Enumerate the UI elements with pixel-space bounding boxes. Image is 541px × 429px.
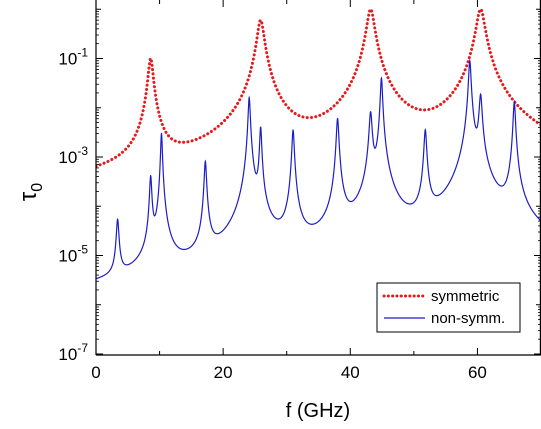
y-tick-label: 10-7	[58, 341, 88, 364]
x-tick-label: 60	[468, 363, 487, 382]
legend-label-symmetric: symmetric	[431, 288, 500, 305]
tick-labels: 0 20 40 60 10-7 10-5 10-3 10-1	[58, 46, 486, 383]
axes	[95, 0, 541, 356]
x-axis-label: f (GHz)	[286, 400, 350, 422]
x-tick-label: 0	[91, 363, 100, 382]
series-line-symmetric	[96, 7, 541, 168]
y-tick-label: 10-5	[58, 243, 88, 266]
series-layer	[96, 7, 541, 280]
x-tick-label: 20	[214, 363, 233, 382]
series-line-non-symm	[96, 58, 541, 280]
y-axis-label-subscript: 0	[29, 183, 46, 192]
y-tick-label: 10-3	[58, 144, 88, 167]
y-axis-label: τ0	[15, 183, 46, 201]
legend-label-non-symm: non-symm.	[431, 310, 505, 327]
y-tick-label: 10-1	[58, 46, 88, 69]
legend-box	[376, 282, 521, 333]
x-tick-label: 40	[341, 363, 360, 382]
legend: symmetric non-symm.	[376, 282, 521, 333]
y-axis-label-symbol: τ	[15, 191, 42, 201]
